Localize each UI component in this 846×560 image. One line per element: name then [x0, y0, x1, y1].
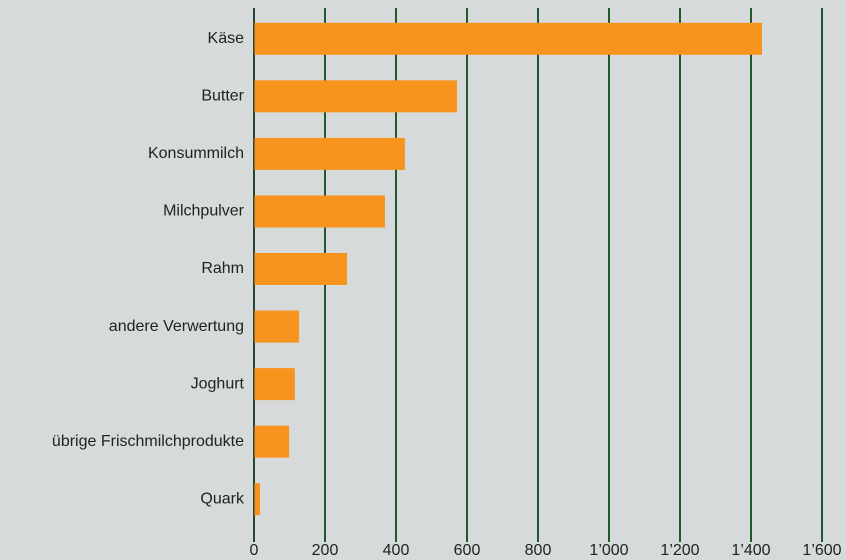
x-tick-label: 1’400: [731, 542, 770, 559]
bar: [254, 137, 405, 170]
y-tick-label: andere Verwertung: [109, 318, 244, 335]
x-tick-label: 1’000: [589, 542, 628, 559]
y-tick-label: Konsummilch: [148, 145, 244, 162]
bar: [254, 253, 348, 285]
x-tick-label: 0: [250, 542, 259, 559]
bar: [254, 22, 763, 55]
x-tick-label: 800: [525, 542, 552, 559]
bar: [254, 195, 385, 228]
x-tick-label: 400: [383, 542, 410, 559]
x-tick-label: 1’200: [660, 542, 699, 559]
bar: [254, 310, 300, 343]
y-tick-label: Joghurt: [191, 375, 245, 392]
x-tick-label: 200: [312, 542, 339, 559]
x-tick-label: 600: [454, 542, 481, 559]
bar: [254, 483, 261, 516]
y-tick-label: Quark: [200, 490, 245, 507]
y-tick-label: Käse: [208, 30, 245, 47]
y-tick-label: Milchpulver: [163, 203, 245, 220]
y-tick-label: Butter: [201, 88, 244, 105]
bar: [254, 425, 290, 458]
bar: [254, 80, 458, 113]
bar: [254, 368, 295, 401]
x-tick-label: 1’600: [802, 542, 841, 559]
y-tick-label: übrige Frischmilchprodukte: [52, 433, 244, 450]
y-tick-label: Rahm: [201, 260, 244, 277]
